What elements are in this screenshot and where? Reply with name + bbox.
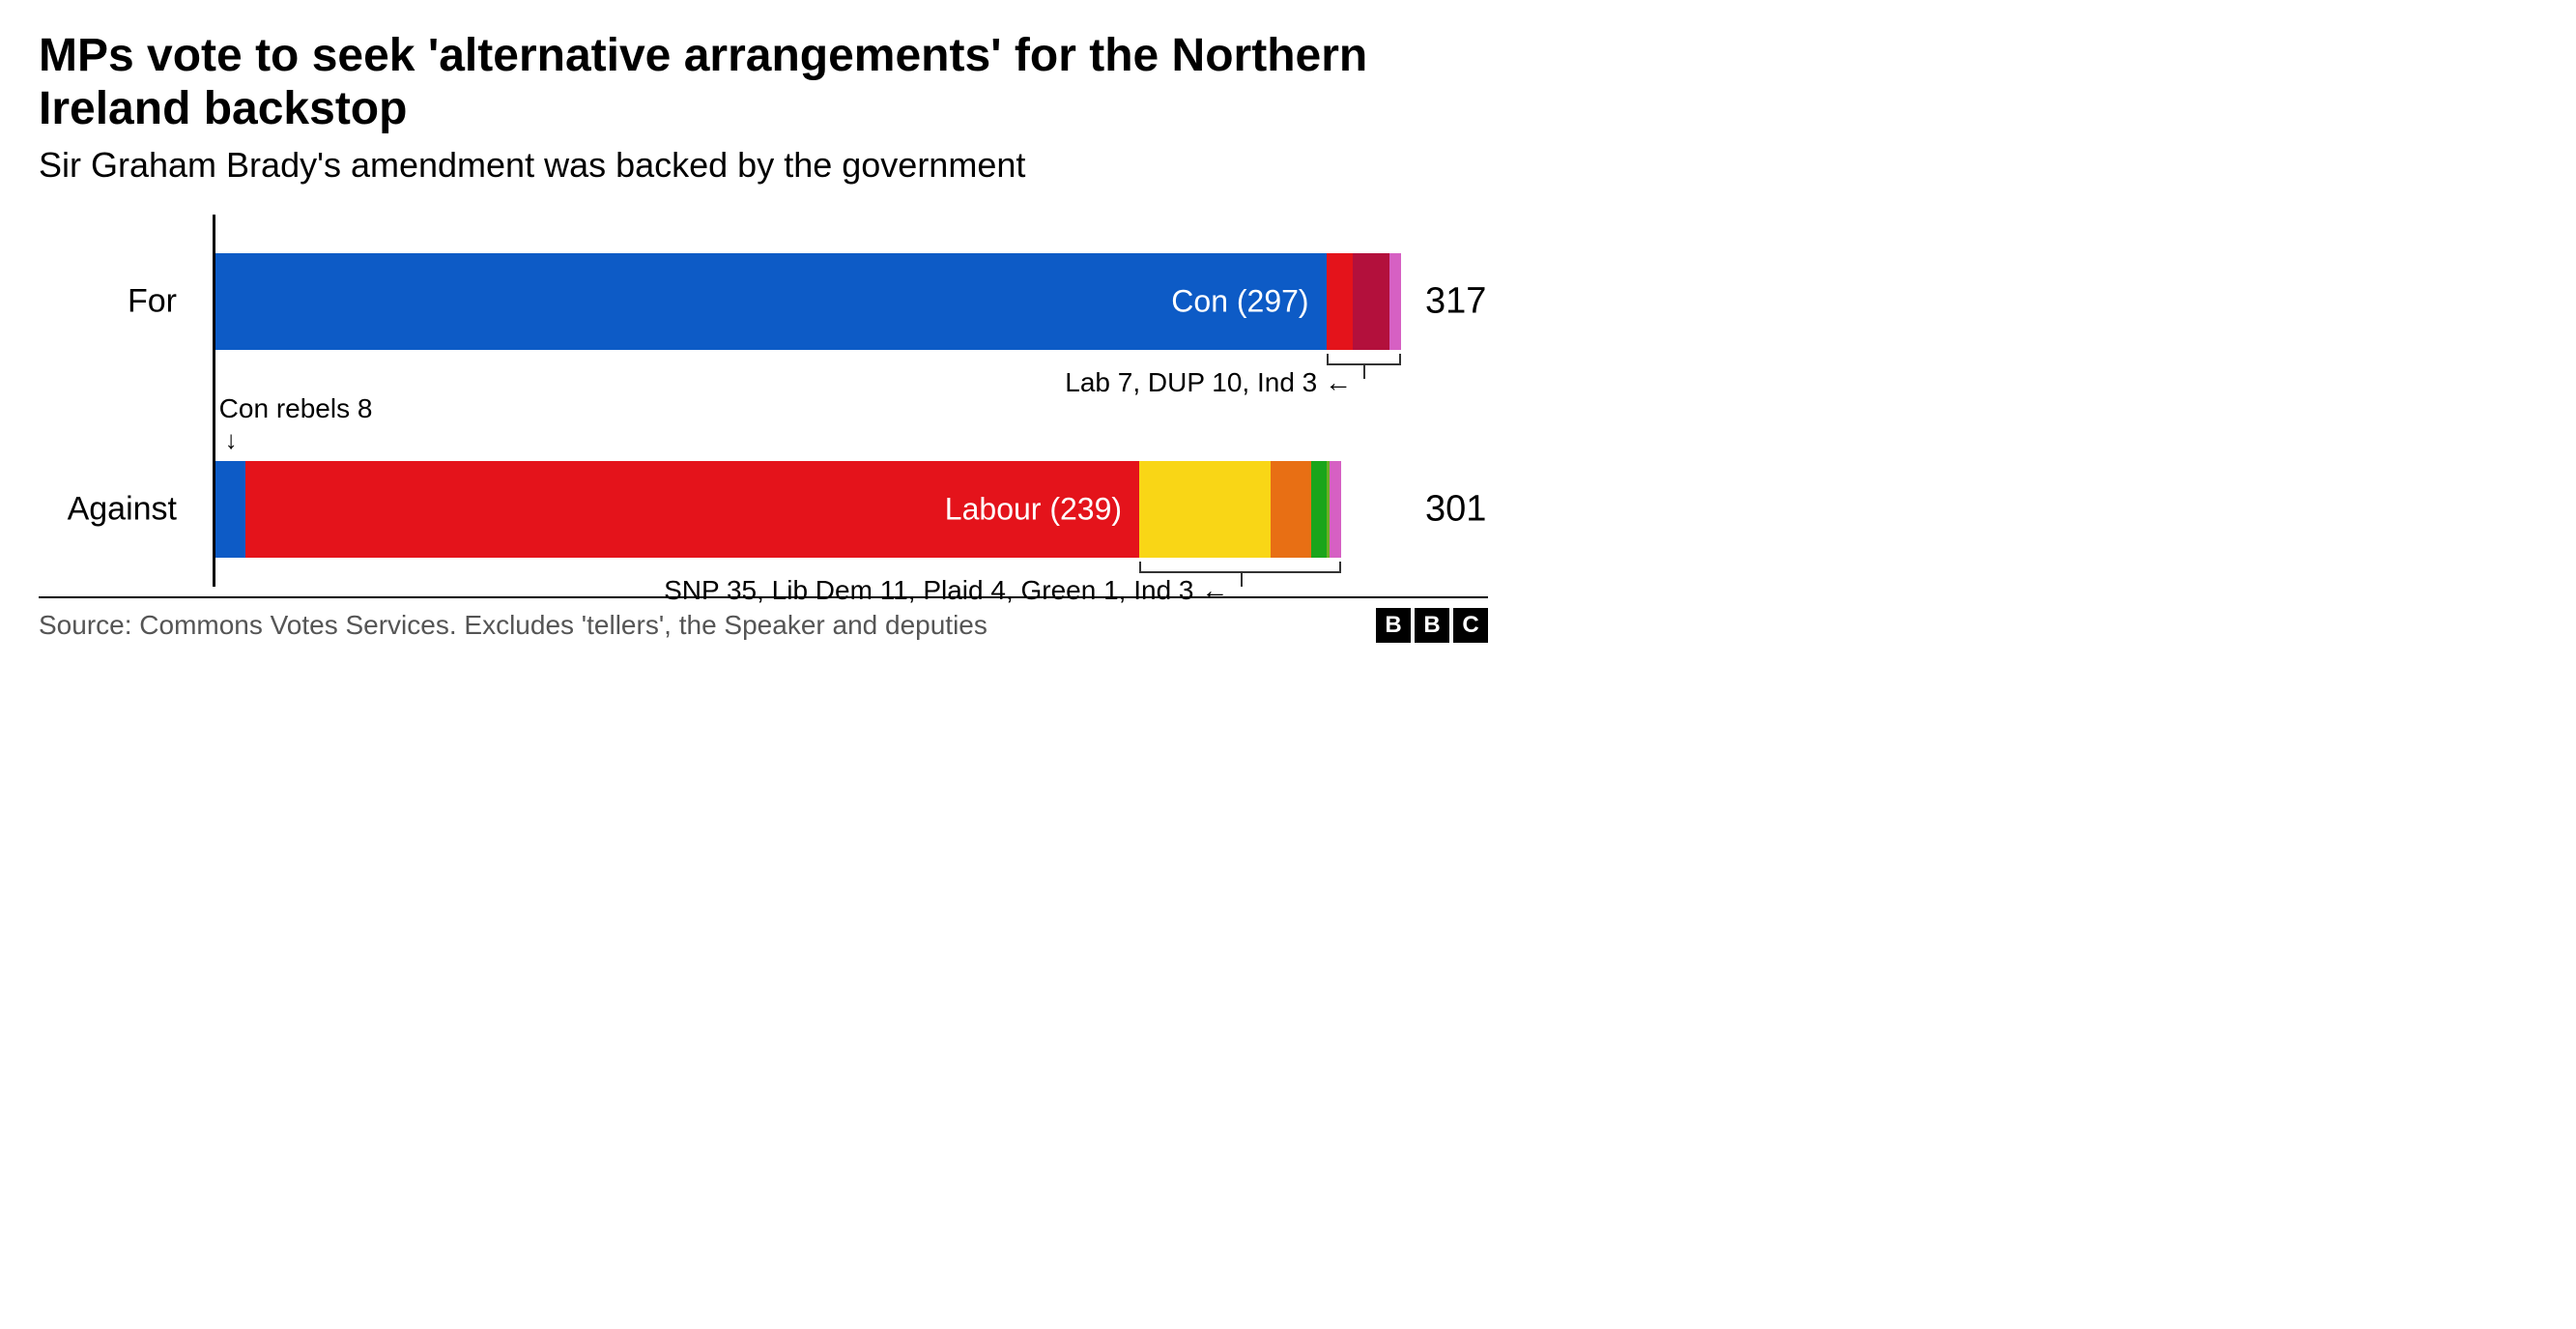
- bar-segment-lib-dem: [1271, 461, 1312, 558]
- left-arrow-icon: ←: [1325, 367, 1352, 397]
- bar-segment-ind: [1389, 253, 1401, 350]
- callout-minor-text: Lab 7, DUP 10, Ind 3 ←: [1065, 367, 1352, 398]
- bar-total: 317: [1411, 281, 1488, 323]
- bar-segment-plaid: [1311, 461, 1326, 558]
- chart-title: MPs vote to seek 'alternative arrangemen…: [39, 29, 1488, 135]
- bar-segment-snp: [1139, 461, 1270, 558]
- callout-vline: [1363, 365, 1365, 379]
- callout-top: Con rebels 8↓: [219, 393, 373, 455]
- callout-bracket: [1327, 354, 1401, 365]
- bbc-logo: BBC: [1376, 608, 1488, 643]
- bar-total: 301: [1411, 489, 1488, 531]
- bar-segment-labour: Labour (239): [245, 461, 1139, 558]
- callout-text-span: Lab 7, DUP 10, Ind 3: [1065, 367, 1317, 397]
- bar-segment-con: Con (297): [215, 253, 1327, 350]
- callout-text: Con rebels 8: [219, 393, 373, 423]
- bbc-logo-letter: B: [1376, 608, 1411, 643]
- stacked-bar: Con (297): [215, 253, 1401, 350]
- bar-row-for: ForCon (297)317Lab 7, DUP 10, Ind 3 ←: [215, 253, 1401, 350]
- bar-segment-con-rebels: [215, 461, 245, 558]
- chart-area: ForCon (297)317Lab 7, DUP 10, Ind 3 ←Aga…: [39, 215, 1488, 587]
- bar-row-label: For: [42, 283, 196, 321]
- chart-subtitle: Sir Graham Brady's amendment was backed …: [39, 145, 1488, 186]
- bbc-logo-letter: B: [1415, 608, 1449, 643]
- bbc-logo-letter: C: [1453, 608, 1488, 643]
- callout-vline: [1241, 573, 1243, 587]
- callout-bracket: [1139, 562, 1341, 573]
- source-text: Source: Commons Votes Services. Excludes…: [39, 610, 987, 641]
- callout-text-span: SNP 35, Lib Dem 11, Plaid 4, Green 1, In…: [664, 575, 1193, 605]
- bar-segment-dup: [1353, 253, 1390, 350]
- bar-segment-lab: [1327, 253, 1353, 350]
- chart-container: MPs vote to seek 'alternative arrangemen…: [39, 29, 1488, 643]
- stacked-bar: Labour (239): [215, 461, 1341, 558]
- bar-row-against: AgainstLabour (239)301Con rebels 8↓SNP 3…: [215, 461, 1401, 558]
- bars-wrap: ForCon (297)317Lab 7, DUP 10, Ind 3 ← Aga…: [213, 215, 1401, 587]
- callout-minor-text: SNP 35, Lib Dem 11, Plaid 4, Green 1, In…: [664, 575, 1228, 606]
- segment-label: Labour (239): [945, 492, 1122, 528]
- bar-segment-ind: [1330, 461, 1341, 558]
- left-arrow-icon: ←: [1201, 575, 1228, 605]
- down-arrow-icon: ↓: [225, 425, 238, 454]
- bar-row-label: Against: [42, 491, 196, 529]
- segment-label: Con (297): [1171, 284, 1308, 320]
